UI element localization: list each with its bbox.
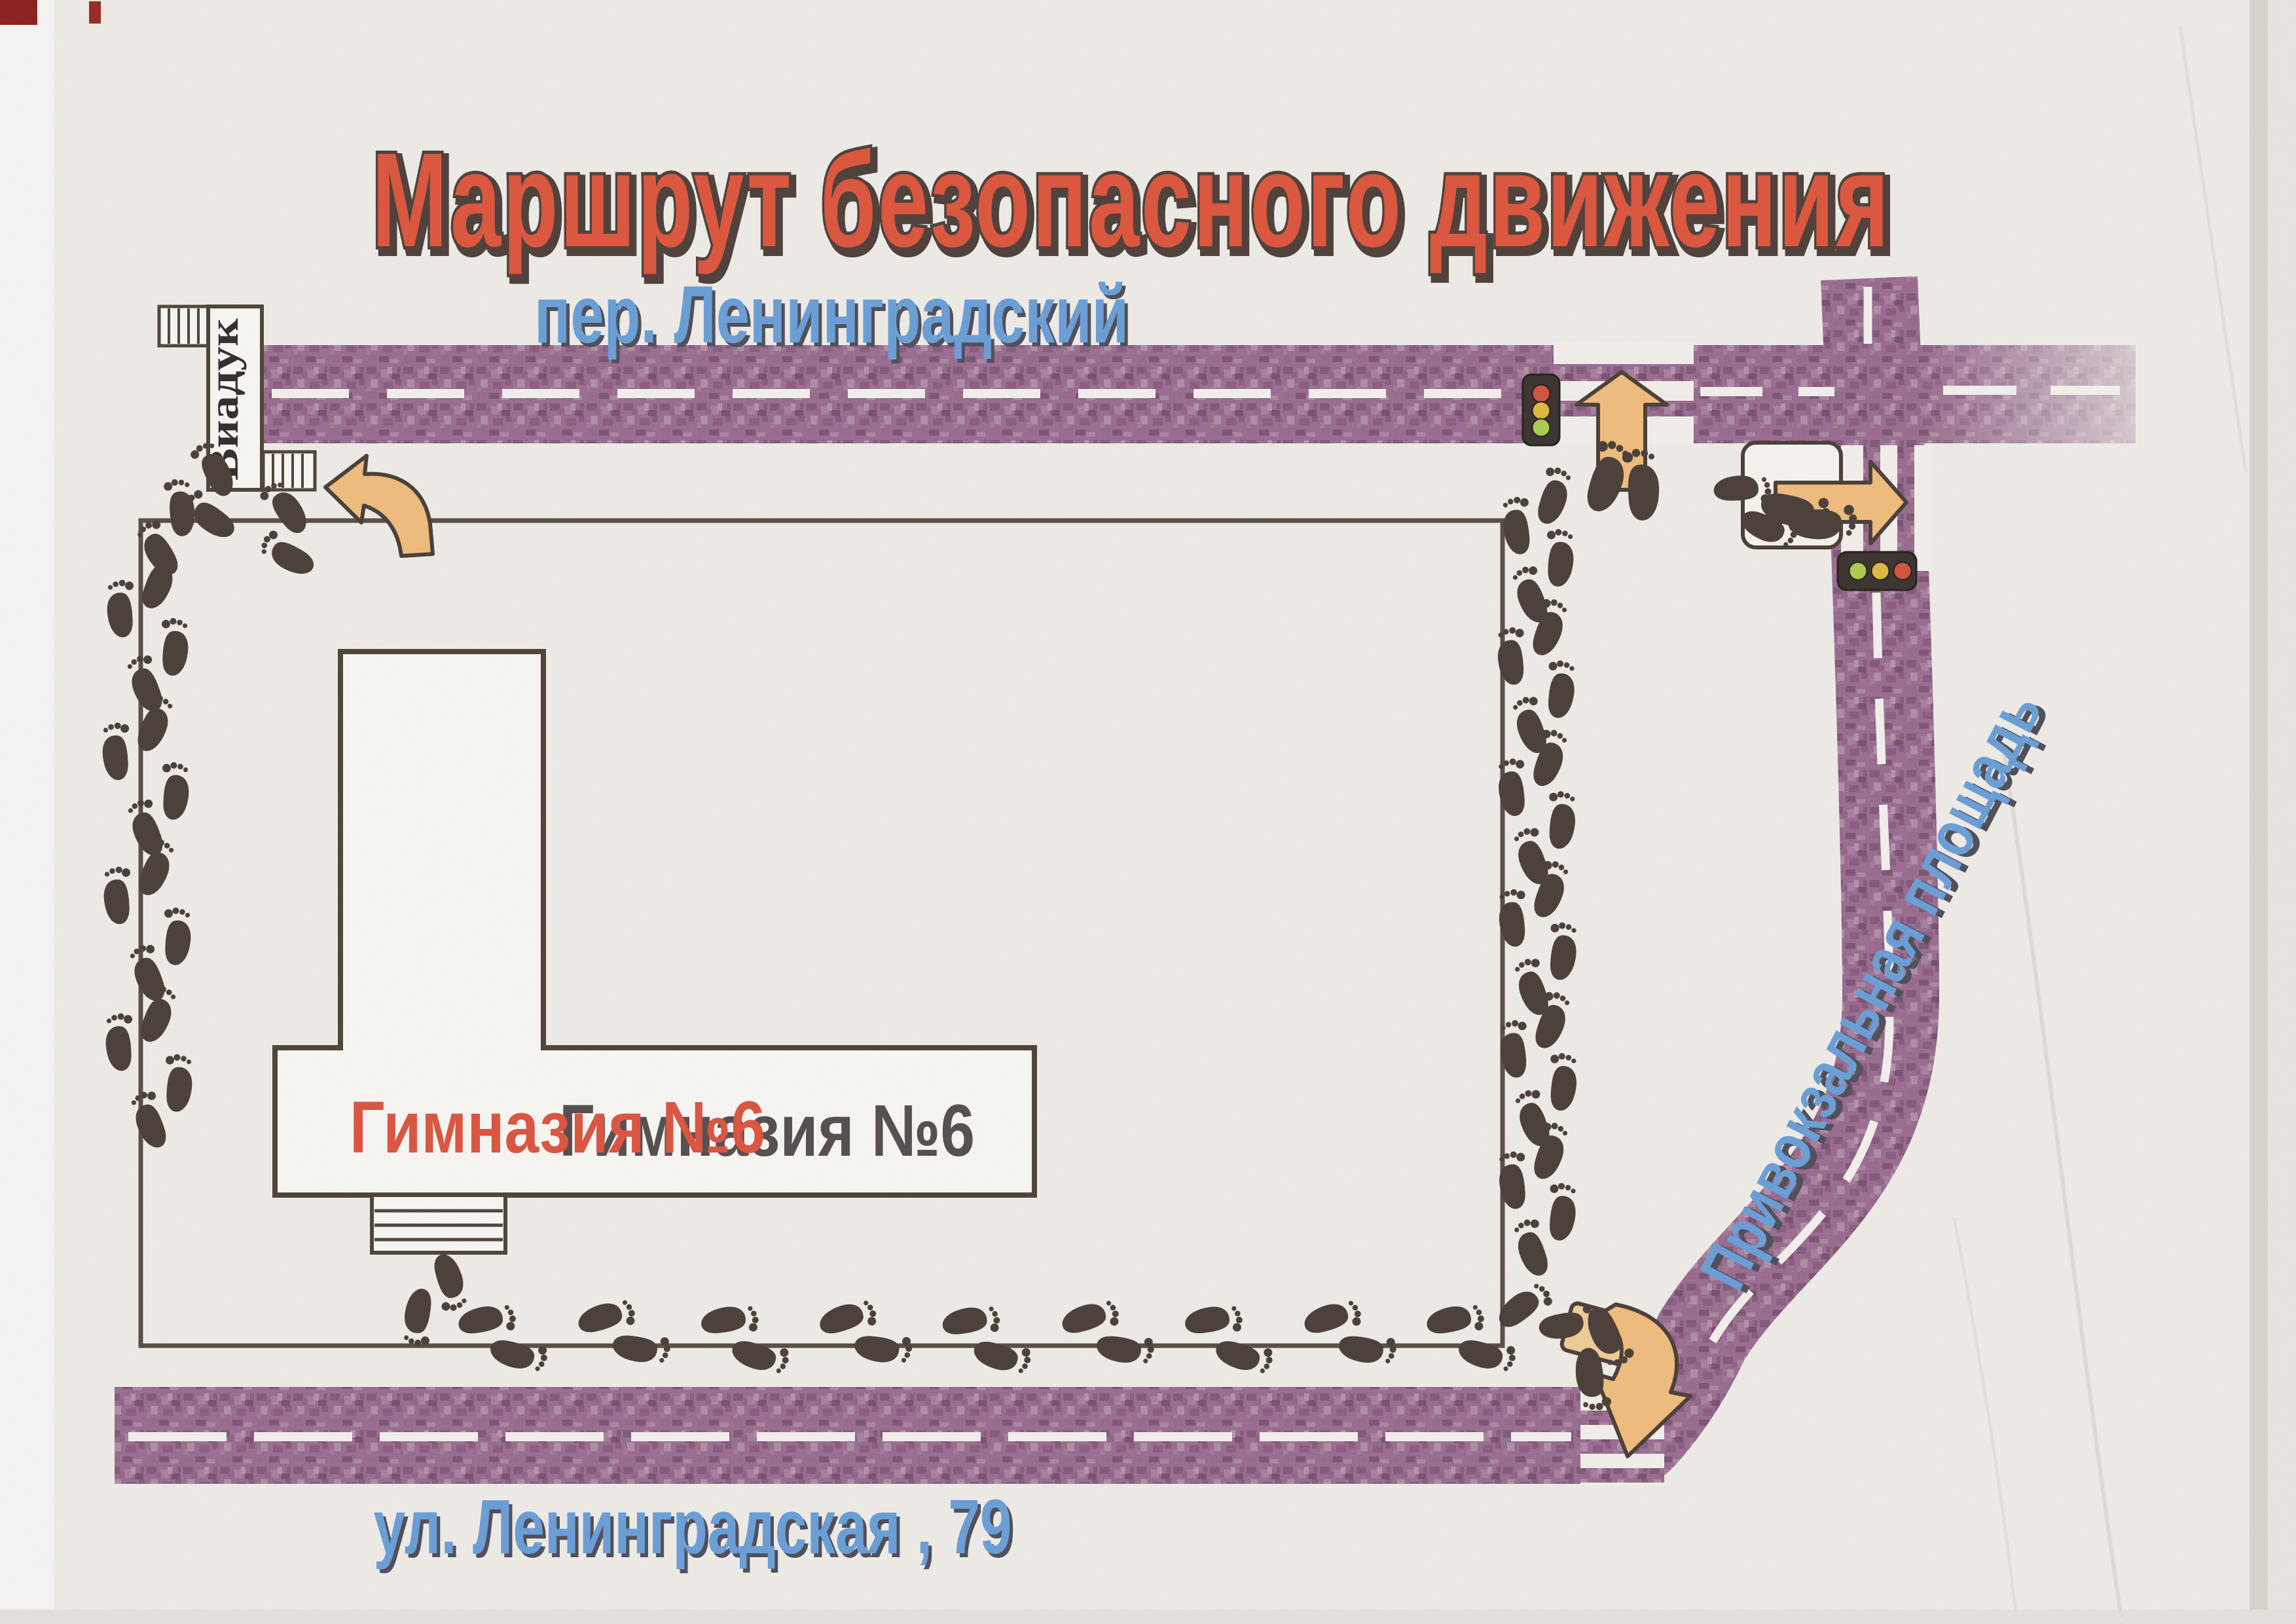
scan-noise-overlay (0, 0, 2296, 1624)
scanned-route-map-page: Виадук Гимназия №6 Гимназия №6 Маршрут б… (0, 0, 2296, 1624)
